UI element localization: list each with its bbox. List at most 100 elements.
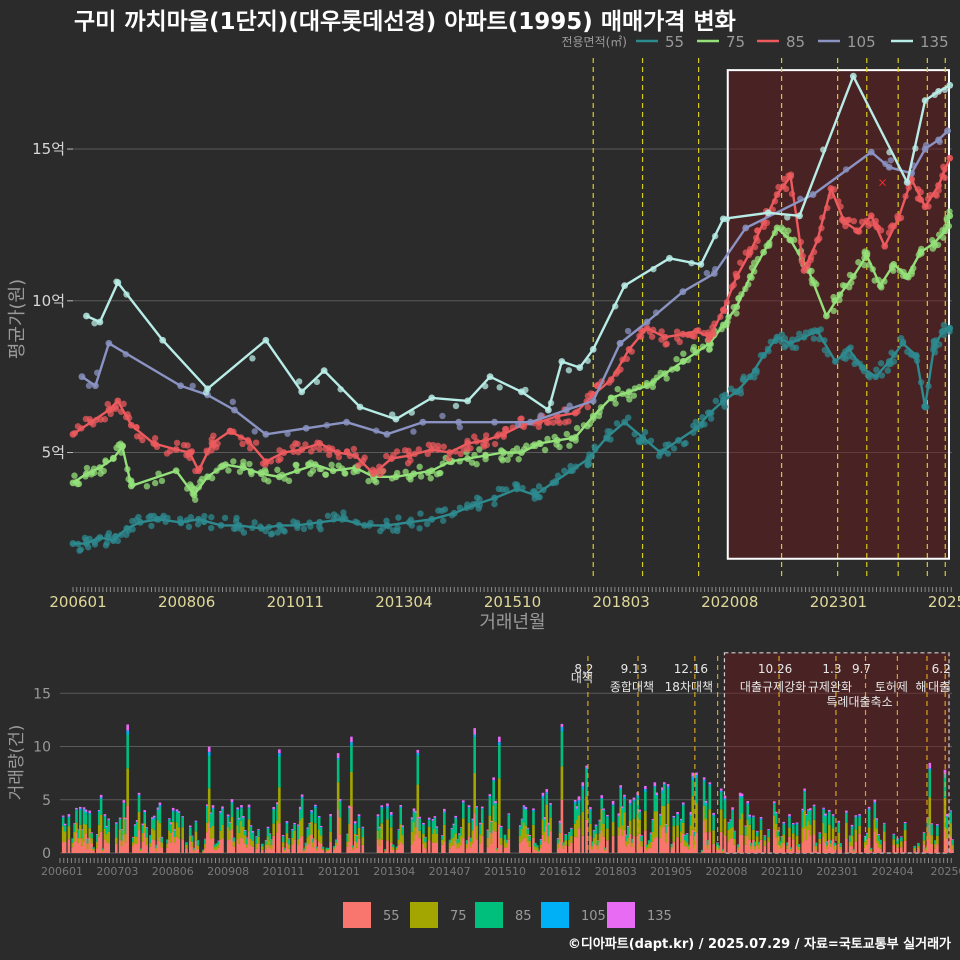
volume-bar <box>647 843 651 849</box>
chart-title: 구미 까치마을(1단지)(대우롯데선경) 아파트(1995) 매매가격 변화 <box>74 9 736 35</box>
x-tick-label: 202008 <box>701 593 758 611</box>
volume-bar <box>892 845 896 853</box>
volume-bar <box>683 836 687 841</box>
volume-bar <box>556 848 560 853</box>
volume-bar <box>276 802 279 805</box>
data-point <box>201 512 208 520</box>
data-point <box>482 432 490 439</box>
volume-bar <box>217 844 220 848</box>
volume-bar <box>325 847 329 850</box>
volume-bar <box>287 844 291 849</box>
volume-bar <box>716 849 719 853</box>
volume-bar <box>619 785 622 788</box>
volume-bar <box>600 795 604 798</box>
volume-bar <box>534 850 537 853</box>
volume-bar <box>336 759 340 783</box>
volume-bar <box>238 817 241 820</box>
volume-bar <box>666 803 670 827</box>
volume-bar <box>122 817 126 835</box>
volume-bar <box>460 827 463 828</box>
volume-bar <box>708 782 712 785</box>
volume-bar <box>232 841 236 847</box>
volume-bar <box>951 840 954 845</box>
volume-bar <box>922 832 926 833</box>
volume-bar <box>818 843 822 853</box>
volume-bar <box>712 816 715 831</box>
volume-bar <box>141 825 145 834</box>
data-point <box>293 461 300 469</box>
volume-bar <box>759 818 763 821</box>
volume-bar <box>452 837 456 846</box>
volume-bar <box>568 832 571 840</box>
volume-bar <box>479 824 482 826</box>
volume-bar <box>120 840 124 847</box>
volume-bar <box>490 823 494 834</box>
volume-bar <box>454 817 458 819</box>
volume-bar <box>928 762 932 769</box>
volume-bar <box>611 805 615 822</box>
volume-bar <box>151 817 154 819</box>
volume-bar <box>824 816 827 833</box>
volume-bar <box>156 809 160 812</box>
x-tick-label: 2025 <box>928 593 960 611</box>
volume-bar <box>266 836 270 845</box>
volume-bar <box>300 796 304 799</box>
volume-bar <box>663 785 666 806</box>
volume-bar <box>272 806 275 809</box>
volume-bar <box>257 829 260 831</box>
volume-bar <box>524 810 528 826</box>
volume-bar <box>424 848 427 853</box>
x-tick-label: 20250 <box>931 865 960 878</box>
volume-bar <box>217 841 220 845</box>
data-point <box>240 529 248 536</box>
volume-bar <box>315 848 319 851</box>
volume-bar <box>317 816 321 817</box>
data-point <box>383 452 390 460</box>
volume-bar <box>232 838 236 842</box>
volume-bar <box>829 846 833 853</box>
volume-bar <box>750 849 753 853</box>
volume-bar <box>232 837 236 839</box>
volume-bar <box>361 844 365 853</box>
volume-bars <box>61 723 954 853</box>
volume-bar <box>573 803 577 824</box>
data-point <box>873 366 880 373</box>
volume-bar <box>304 846 308 850</box>
volume-bar <box>177 812 181 814</box>
volume-bar <box>287 848 291 853</box>
volume-bar <box>480 809 484 823</box>
data-point <box>830 307 837 315</box>
volume-bar <box>471 830 475 844</box>
volume-bar <box>892 833 896 835</box>
volume-bar <box>314 804 317 807</box>
data-point <box>210 432 217 439</box>
volume-bar <box>560 723 564 727</box>
volume-bar <box>312 838 315 839</box>
data-point <box>424 520 431 528</box>
volume-bar <box>175 812 179 823</box>
volume-bar <box>685 833 689 835</box>
volume-bar <box>877 847 880 853</box>
data-point <box>416 463 423 471</box>
volume-bar <box>877 835 880 841</box>
volume-bar <box>774 823 778 838</box>
volume-bar <box>928 797 932 825</box>
volume-bar <box>812 806 816 820</box>
volume-bar <box>103 815 107 818</box>
volume-bar <box>397 830 401 831</box>
volume-bar <box>228 824 232 831</box>
volume-bar <box>310 811 313 814</box>
volume-bar <box>188 827 192 836</box>
volume-bar <box>319 827 323 836</box>
volume-bar <box>291 829 294 831</box>
data-point <box>82 415 90 423</box>
policy-date: 12.16 <box>674 662 708 676</box>
volume-bar <box>92 847 95 849</box>
volume-bar <box>903 823 907 831</box>
volume-bar <box>949 812 952 824</box>
volume-bar <box>431 821 435 834</box>
volume-bar <box>560 731 564 767</box>
volume-bar <box>270 839 274 840</box>
volume-bar <box>606 840 609 853</box>
volume-bar <box>526 828 530 830</box>
